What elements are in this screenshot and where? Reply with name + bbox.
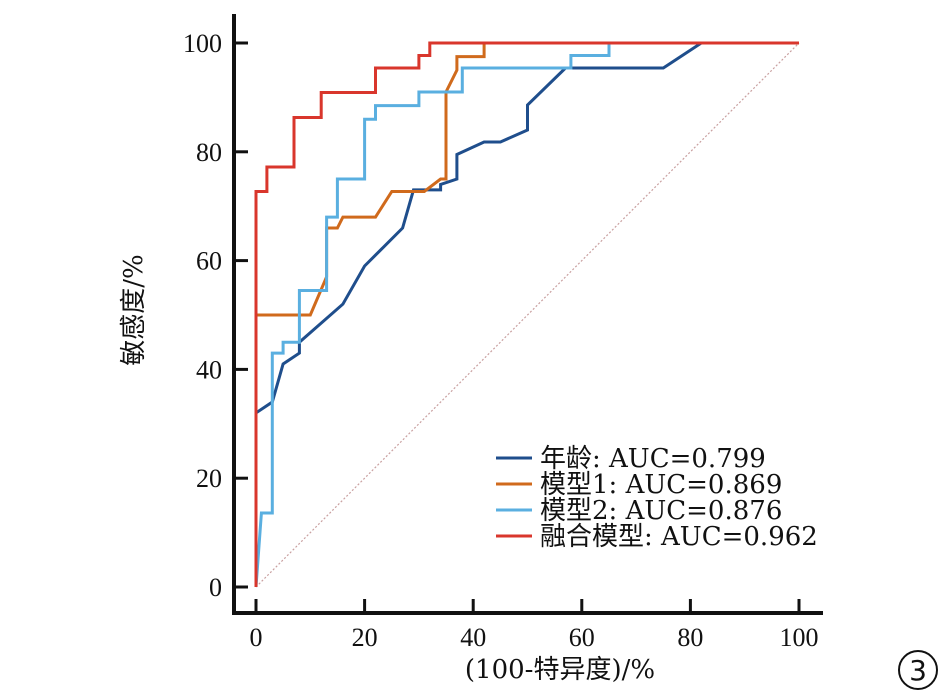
series-layer [254,41,799,588]
y-tick-label: 20 [196,464,222,493]
x-tick-label: 100 [780,623,819,652]
figure-number-circle [898,650,938,690]
x-tick-label: 80 [677,623,703,652]
x-tick-label: 60 [569,623,595,652]
series-line-4 [254,41,799,587]
y-tick-label: 60 [196,247,222,276]
x-axis-label: (100-特异度)/% [465,655,655,685]
legend-label-3: 模型2: AUC=0.876 [540,496,782,526]
y-tick-label: 0 [209,573,222,602]
figure-number-badge: 3 [898,650,938,690]
figure-number-text: 3 [909,654,927,687]
reference-diagonal-layer [255,42,800,588]
tick-labels-layer: 0 20 40 60 80 100 0 20 40 60 80 100 [183,29,819,652]
y-tick-label: 100 [183,29,222,58]
series-line-1 [254,41,799,587]
reference-diagonal-line [255,42,800,588]
y-axis-label: 敏感度/% [119,254,149,365]
series-line-2 [254,41,799,587]
x-tick-label: 40 [460,623,486,652]
series-line-3 [254,41,799,588]
x-tick-label: 0 [250,623,263,652]
x-tick-label: 20 [352,623,378,652]
axes-layer [232,14,823,615]
y-tick-label: 80 [196,138,222,167]
legend-label-1: 年龄: AUC=0.799 [540,444,766,474]
y-tick-label: 40 [196,355,222,384]
legend-label-2: 模型1: AUC=0.869 [540,470,782,500]
legend-label-4: 融合模型: AUC=0.962 [540,522,818,552]
